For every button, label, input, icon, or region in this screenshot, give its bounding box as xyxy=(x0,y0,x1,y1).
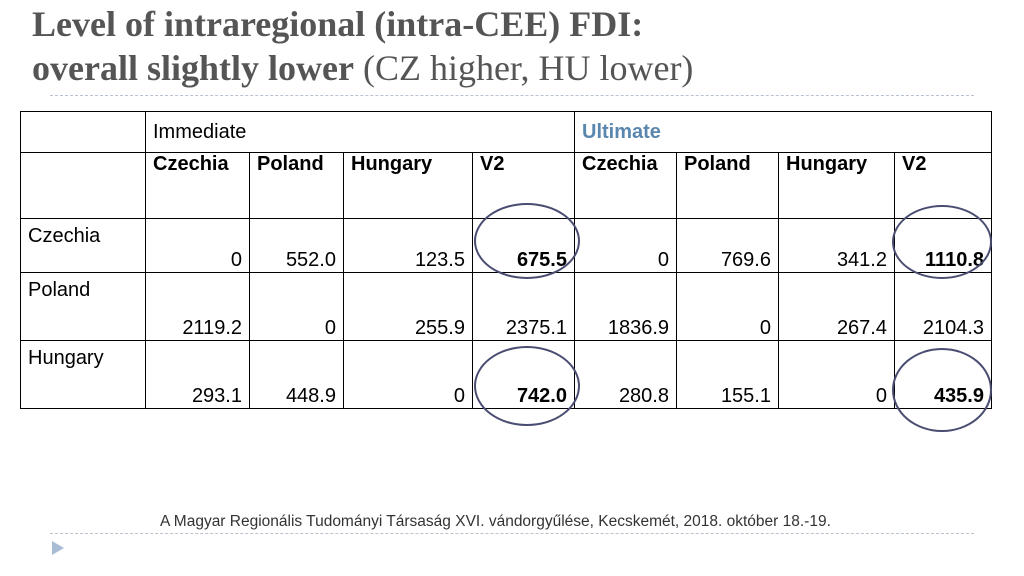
highlight-circle xyxy=(474,203,580,279)
header-immediate: Immediate xyxy=(145,111,575,153)
table-cell: 0 xyxy=(574,218,677,273)
table-cell: 2375.1 xyxy=(472,272,575,341)
group-header-row: Immediate Ultimate xyxy=(20,111,992,153)
table-cell: 0 xyxy=(145,218,250,273)
column-header: Czechia xyxy=(574,152,677,219)
column-header: Poland xyxy=(676,152,779,219)
footer-text: A Magyar Regionális Tudományi Társaság X… xyxy=(160,513,831,530)
title-line-2: overall slightly lower (CZ higher, HU lo… xyxy=(32,46,992,90)
corner-cell xyxy=(20,111,146,153)
table-cell: 0 xyxy=(343,340,473,409)
table-cell: 267.4 xyxy=(778,272,895,341)
title-line-1: Level of intraregional (intra-CEE) FDI: xyxy=(32,4,644,44)
table-cell: 552.0 xyxy=(249,218,344,273)
highlight-circle xyxy=(474,346,580,426)
column-header: Hungary xyxy=(778,152,895,219)
highlight-circle xyxy=(892,348,992,432)
title-line-2-normal: (CZ higher, HU lower) xyxy=(353,48,694,88)
column-header: Poland xyxy=(249,152,344,219)
play-icon xyxy=(52,541,64,555)
table-cell: 155.1 xyxy=(676,340,779,409)
row-label: Czechia xyxy=(20,218,146,273)
highlight-circle xyxy=(892,205,992,279)
table-cell: 293.1 xyxy=(145,340,250,409)
corner-cell xyxy=(20,152,146,219)
table-cell: 255.9 xyxy=(343,272,473,341)
row-label: Hungary xyxy=(20,340,146,409)
table-cell: 123.5 xyxy=(343,218,473,273)
table-cell: 2104.3 xyxy=(894,272,992,341)
table-cell: 341.2 xyxy=(778,218,895,273)
title-line-2-bold: overall slightly lower xyxy=(32,48,354,88)
table-cell: 0 xyxy=(778,340,895,409)
table-cell: 769.6 xyxy=(676,218,779,273)
row-label: Poland xyxy=(20,272,146,341)
country-header-row: Czechia Poland Hungary V2 Czechia Poland… xyxy=(20,152,992,219)
table-cell: 2119.2 xyxy=(145,272,250,341)
table-cell: 0 xyxy=(249,272,344,341)
table-cell: 1836.9 xyxy=(574,272,677,341)
table-cell: 448.9 xyxy=(249,340,344,409)
title-divider xyxy=(50,95,974,96)
column-header: Hungary xyxy=(343,152,473,219)
column-header: V2 xyxy=(894,152,992,219)
header-ultimate: Ultimate xyxy=(574,111,992,153)
column-header: Czechia xyxy=(145,152,250,219)
table-row-poland: Poland 2119.2 0 255.9 2375.1 1836.9 0 26… xyxy=(20,272,992,341)
slide-title: Level of intraregional (intra-CEE) FDI: … xyxy=(32,2,992,90)
table-cell: 280.8 xyxy=(574,340,677,409)
table-cell: 0 xyxy=(676,272,779,341)
footer-divider xyxy=(50,533,974,534)
